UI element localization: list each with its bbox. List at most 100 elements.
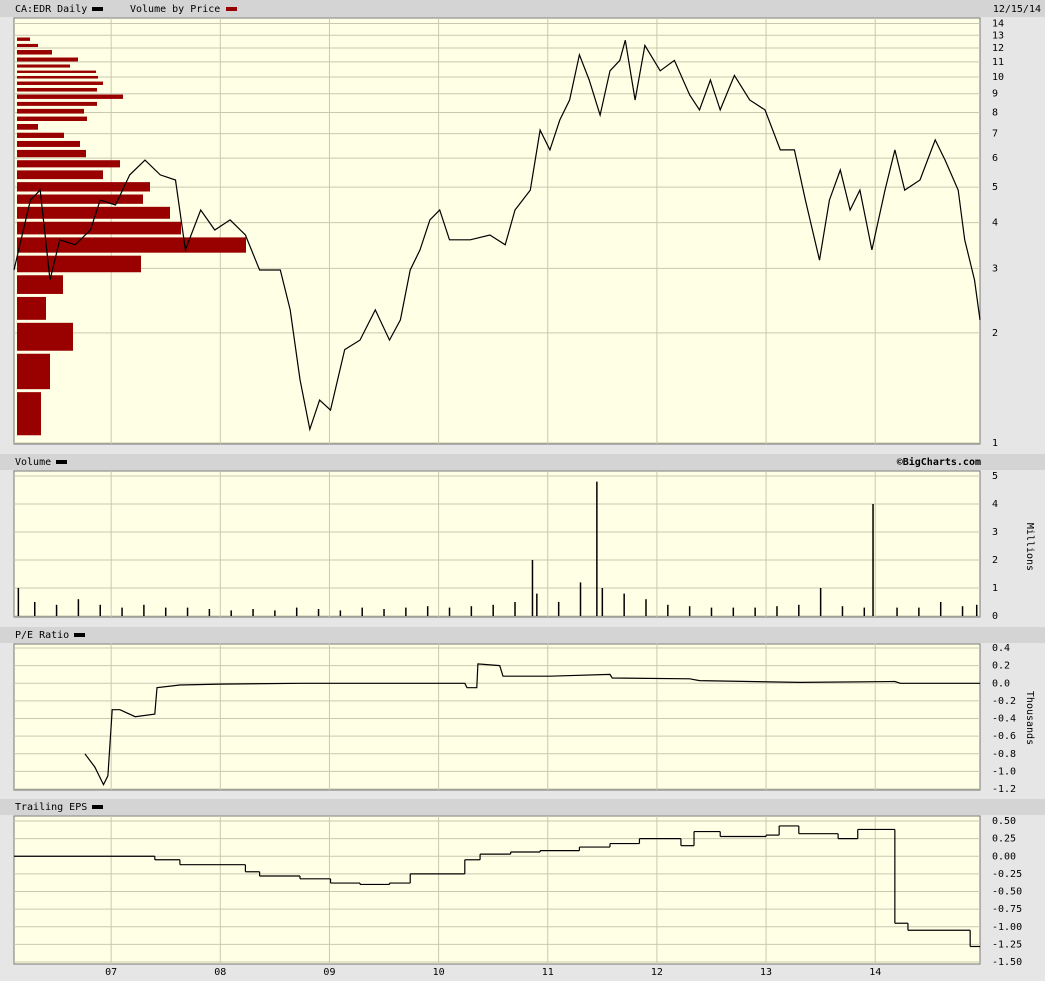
y-tick-label: -0.6 [992, 731, 1016, 742]
volume-by-price-bar [17, 170, 103, 180]
volume-by-price-bar [17, 237, 246, 253]
y-tick-label: 5 [992, 471, 998, 482]
volume-by-price-bar [17, 182, 150, 192]
y-tick-label: -0.2 [992, 696, 1016, 707]
y-axis-label: Millions [1024, 523, 1035, 571]
y-tick-label: -1.00 [992, 922, 1022, 933]
series-line [84, 663, 980, 786]
x-tick-label: 13 [760, 967, 772, 978]
volume-by-price-bar [17, 255, 141, 273]
y-tick-label: 0.25 [992, 834, 1016, 845]
legend-swatch [74, 633, 85, 637]
y-tick-label: 4 [992, 499, 998, 510]
date-label: 12/15/14 [993, 4, 1041, 15]
volume-by-price-bar [17, 392, 41, 436]
y-tick-label: 11 [992, 57, 1004, 68]
y-tick-label: -0.75 [992, 904, 1022, 915]
y-tick-label: 13 [992, 30, 1004, 41]
x-tick-label: 10 [433, 967, 445, 978]
legend-label: Trailing EPS [15, 802, 87, 813]
volume-by-price-bar [17, 70, 96, 73]
x-tick-label: 09 [323, 967, 335, 978]
y-tick-label: 3 [992, 527, 998, 538]
volume-by-price-bar [17, 296, 46, 320]
volume-by-price-bar [17, 353, 50, 390]
x-tick-label: 07 [105, 967, 117, 978]
x-tick-label: 14 [869, 967, 881, 978]
legend-swatch [226, 7, 237, 11]
y-tick-label: 7 [992, 129, 998, 140]
y-tick-label: 4 [992, 218, 998, 229]
y-tick-label: -1.50 [992, 957, 1022, 968]
x-tick-label: 08 [214, 967, 226, 978]
volume-by-price-bar [17, 75, 98, 79]
legend-label: Volume by Price [130, 4, 220, 15]
y-tick-label: 3 [992, 263, 998, 274]
volume-by-price-bar [17, 149, 86, 158]
y-tick-label: 9 [992, 89, 998, 100]
volume-by-price-bar [17, 94, 123, 99]
y-tick-label: 1 [992, 438, 998, 449]
y-tick-label: 8 [992, 107, 998, 118]
volume-by-price-bar [17, 124, 38, 130]
legend-swatch [56, 460, 67, 464]
series-line [13, 40, 981, 432]
y-tick-label: -0.4 [992, 714, 1016, 725]
panel-header [0, 454, 1045, 470]
y-tick-label: 1 [992, 583, 998, 594]
volume-by-price-bar [17, 160, 120, 168]
y-tick-label: 0.00 [992, 851, 1016, 862]
volume-by-price-bar [17, 322, 73, 351]
volume-by-price-bar [17, 87, 97, 92]
y-tick-label: 0.0 [992, 678, 1010, 689]
volume-by-price-bar [17, 108, 84, 114]
volume-by-price-bar [17, 43, 38, 48]
y-tick-label: 5 [992, 182, 998, 193]
panel-header [0, 627, 1045, 643]
volume-by-price-bar [17, 50, 52, 55]
y-tick-label: 0.50 [992, 816, 1016, 827]
volume-by-price-bar [17, 57, 78, 62]
volume-by-price-bar [17, 64, 70, 68]
y-tick-label: 2 [992, 555, 998, 566]
plot-area [13, 815, 981, 965]
legend-label: P/E Ratio [15, 630, 69, 641]
plot-area [13, 470, 981, 618]
volume-by-price-bar [17, 37, 30, 41]
plot-area [13, 643, 981, 791]
legend-label: CA:EDR Daily [15, 4, 87, 15]
y-tick-label: 2 [992, 328, 998, 339]
y-tick-label: 10 [992, 72, 1004, 83]
y-tick-label: 0.4 [992, 643, 1010, 654]
x-tick-label: 12 [651, 967, 663, 978]
y-tick-label: -0.8 [992, 749, 1016, 760]
volume-by-price-bar [17, 132, 64, 138]
y-tick-label: -1.0 [992, 766, 1016, 777]
y-tick-label: -0.50 [992, 887, 1022, 898]
y-tick-label: 0 [992, 611, 998, 622]
volume-by-price-bar [17, 81, 103, 85]
legend-swatch [92, 805, 103, 809]
volume-by-price-bar [17, 194, 143, 204]
y-tick-label: 6 [992, 153, 998, 164]
y-tick-label: -0.25 [992, 869, 1022, 880]
source-credit: ©BigCharts.com [897, 456, 981, 468]
y-tick-label: 12 [992, 43, 1004, 54]
legend-swatch [92, 7, 103, 11]
volume-by-price-bar [17, 275, 63, 294]
y-tick-label: 14 [992, 19, 1004, 30]
legend-label: Volume [15, 457, 51, 468]
panel-header [0, 799, 1045, 815]
panel-header [0, 0, 1045, 17]
x-tick-label: 11 [542, 967, 554, 978]
y-tick-label: 0.2 [992, 661, 1010, 672]
y-tick-label: -1.25 [992, 939, 1022, 950]
volume-by-price-bar [17, 221, 181, 235]
volume-by-price-bar [17, 140, 80, 147]
volume-by-price-bar [17, 101, 97, 106]
y-axis-label: Thousands [1024, 691, 1035, 745]
y-tick-label: -1.2 [992, 784, 1016, 795]
volume-by-price-bar [17, 206, 170, 219]
volume-by-price-bar [17, 116, 87, 122]
